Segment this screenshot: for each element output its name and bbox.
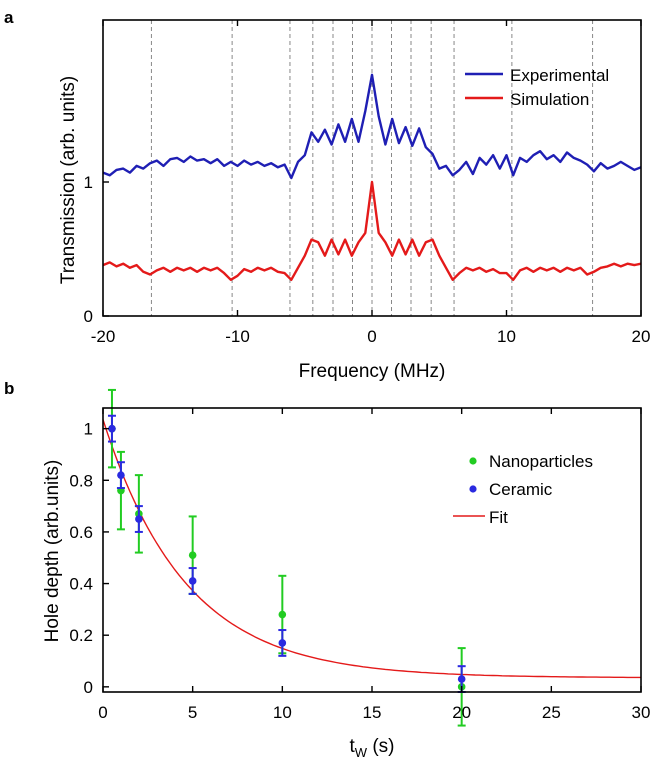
panel-b-y-ticks: 0 0.2 0.4 0.6 0.8 1 [69, 420, 109, 697]
x-tick-label: 30 [632, 703, 651, 722]
x-tick-label: -20 [91, 327, 116, 346]
panel-b-series [102, 388, 641, 727]
x-tick-label: 20 [632, 327, 651, 346]
y-tick-label: 0.6 [69, 523, 93, 542]
panel-b-legend: Nanoparticles Ceramic Fit [453, 452, 593, 527]
panel-a-x-axis-label: Frequency (MHz) [299, 361, 446, 382]
y-tick-label: 1 [84, 173, 93, 192]
legend-label-fit: Fit [489, 508, 508, 527]
series-line-experimental [102, 73, 642, 180]
panel-b-x-axis-label: tW (s) [350, 736, 395, 760]
y-tick-label: 0 [84, 678, 93, 697]
data-point-nanoparticles [188, 551, 197, 559]
y-tick-label: 0.8 [69, 471, 93, 490]
data-point-ceramic [117, 471, 125, 479]
x-tick-label: 15 [363, 703, 382, 722]
legend-marker-ceramic [469, 485, 477, 493]
panel-b-letter: b [4, 379, 14, 398]
panel-a-y-axis-label: Transmission (arb. units) [58, 76, 79, 284]
panel-b-x-ticks: 0 5 10 15 20 25 30 [98, 408, 650, 722]
panel-a-x-ticks: -20 -10 0 10 20 [91, 20, 651, 346]
x-tick-label: 0 [367, 327, 376, 346]
panel-b-chart: 0 5 10 15 20 25 30 0 0.2 0.4 0.6 0.8 1 tW (s) Hole … [42, 388, 650, 760]
x-tick-label: 10 [497, 327, 516, 346]
y-tick-label: 0.2 [69, 626, 93, 645]
y-tick-label: 0 [84, 307, 93, 326]
data-point-ceramic [278, 639, 287, 647]
y-tick-label: 1 [84, 420, 93, 439]
x-tick-label: -10 [225, 327, 250, 346]
data-point-ceramic [457, 675, 466, 683]
x-tick-label: 5 [188, 703, 197, 722]
data-point-nanoparticles [278, 610, 287, 619]
panel-a-letter: a [4, 8, 14, 27]
data-point-ceramic [135, 515, 143, 523]
panel-a-chart: -20 -10 0 10 20 01 Frequency (MHz) Transmiss… [58, 19, 651, 382]
series-line-simulation [102, 180, 642, 281]
y-tick-label: 0.4 [69, 575, 93, 594]
legend-label-ceramic: Ceramic [489, 480, 553, 499]
panel-b-y-axis-label: Hole depth (arb.units) [42, 460, 63, 643]
legend-label-experimental: Experimental [510, 66, 609, 85]
x-tick-label: 20 [452, 703, 471, 722]
x-tick-label: 10 [273, 703, 292, 722]
x-tick-label: 25 [542, 703, 561, 722]
panel-a-reference-lines [150, 20, 594, 316]
data-point-ceramic [108, 424, 116, 433]
legend-label-simulation: Simulation [510, 90, 589, 109]
panel-a-y-ticks: 01 [84, 173, 109, 326]
panel-a-series [102, 73, 642, 281]
legend-marker-nanoparticles [469, 457, 477, 465]
panel-a-legend: Experimental Simulation [465, 66, 609, 109]
x-tick-label: 0 [98, 703, 107, 722]
panel-b-plot-frame [102, 407, 642, 693]
data-point-ceramic [188, 577, 197, 585]
legend-label-nanoparticles: Nanoparticles [489, 452, 593, 471]
